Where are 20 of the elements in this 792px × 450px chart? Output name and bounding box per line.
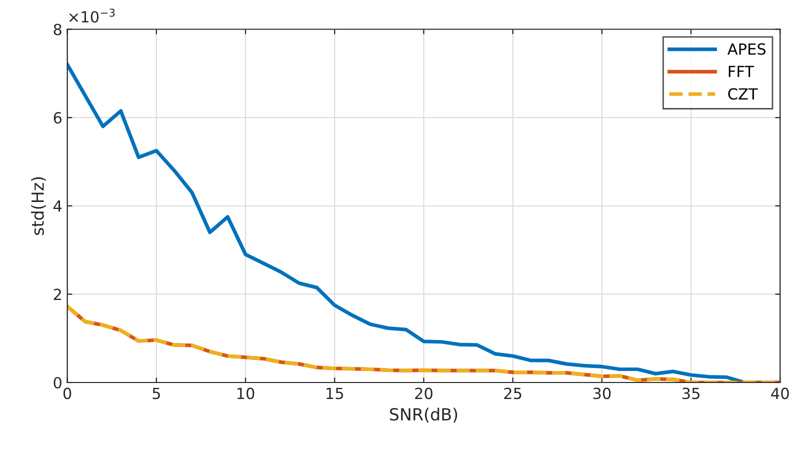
y-axis-title: std(Hz) (31, 177, 46, 236)
x-axis-title: SNR(dB) (390, 408, 458, 423)
y-tick-label: 6 (54, 112, 62, 124)
legend-label: APES (727, 43, 766, 55)
x-tick-label: 40 (771, 388, 789, 400)
x-tick-label: 15 (326, 388, 344, 400)
x-tick-label: 20 (415, 388, 432, 400)
x-tick-label: 10 (237, 388, 254, 400)
y-tick-label: 2 (54, 288, 61, 300)
legend-label: CZT (728, 88, 758, 100)
x-tick-label: 35 (682, 388, 700, 400)
text: ×10$^{−3}$ (69, 8, 115, 23)
x-tick-label: 25 (504, 388, 522, 400)
y-tick-label: 4 (53, 200, 62, 212)
x-tick-label: 30 (593, 388, 611, 400)
legend-label: FFT (728, 66, 754, 78)
x-tick-label: 5 (152, 388, 160, 400)
y-tick-label: 0 (54, 376, 62, 389)
x-tick-label: 0 (63, 388, 72, 400)
y-tick-label: 8 (54, 24, 62, 36)
